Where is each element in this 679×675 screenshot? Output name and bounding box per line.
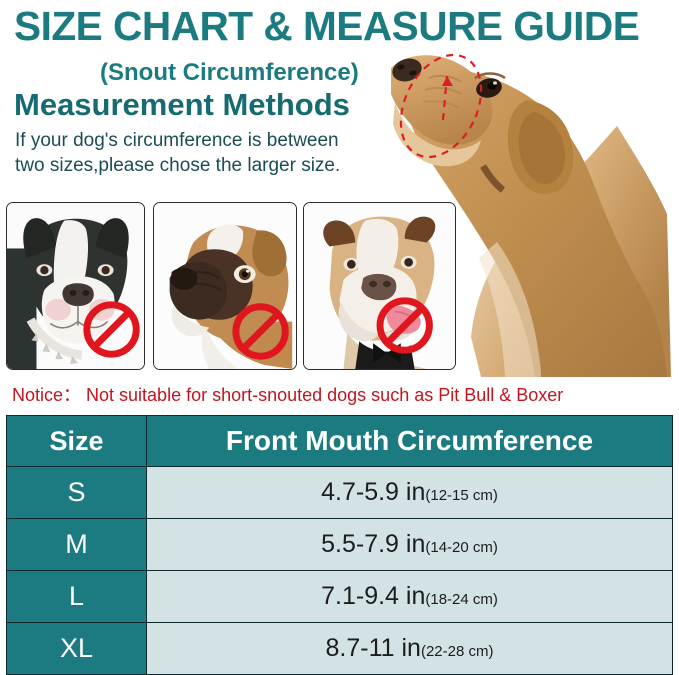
measure-cm: (12-15 cm) (425, 487, 498, 504)
measure-inches: 7.1-9.4 in (321, 582, 426, 610)
measure-inches: 8.7-11 in (325, 634, 421, 662)
unsuitable-breed-photo-2 (153, 202, 297, 370)
table-row: XL 8.7-11 in(22-28 cm) (6, 622, 673, 675)
cell-size: XL (6, 622, 147, 675)
measurement-methods-heading: Measurement Methods (14, 87, 350, 122)
description-line-1: If your dog's circumference is between (15, 130, 339, 151)
prohibited-sign-icon (376, 297, 433, 354)
hero-dog-photo (385, 42, 675, 377)
cell-size: M (6, 518, 147, 571)
cell-size: S (6, 466, 147, 519)
table-row: L 7.1-9.4 in(18-24 cm) (6, 570, 673, 623)
cell-measure: 8.7-11 in(22-28 cm) (146, 622, 673, 675)
measure-cm: (18-24 cm) (425, 591, 498, 608)
page-title: SIZE CHART & MEASURE GUIDE (14, 3, 640, 49)
description-line-2: two sizes,please chose the larger size. (15, 155, 341, 176)
cell-measure: 7.1-9.4 in(18-24 cm) (146, 570, 673, 623)
cell-measure: 5.5-7.9 in(14-20 cm) (146, 518, 673, 571)
measure-cm: (22-28 cm) (420, 643, 494, 660)
cell-measure: 4.7-5.9 in(12-15 cm) (146, 466, 673, 519)
notice-text: Notice： Not suitable for short-snouted d… (12, 385, 564, 405)
measure-cm: (14-20 cm) (425, 539, 498, 556)
measure-inches: 4.7-5.9 in (321, 478, 426, 506)
unsuitable-breed-photo-3 (303, 202, 456, 370)
prohibited-sign-icon (83, 301, 140, 358)
table-row: S 4.7-5.9 in(12-15 cm) (6, 466, 673, 519)
header-circumference: Front Mouth Circumference (146, 415, 673, 467)
table-header-row: Size Front Mouth Circumference (6, 415, 673, 467)
table-row: M 5.5-7.9 in(14-20 cm) (6, 518, 673, 571)
measurement-description: If your dog's circumference is between t… (15, 128, 395, 178)
measure-inches: 5.5-7.9 in (321, 530, 426, 558)
subtitle-snout-circumference: (Snout Circumference) (100, 59, 359, 86)
size-table: Size Front Mouth Circumference S 4.7-5.9… (6, 415, 673, 675)
hero-dog-illustration (385, 42, 675, 377)
header-size: Size (6, 415, 147, 467)
unsuitable-breed-photo-1 (6, 202, 145, 370)
cell-size: L (6, 570, 147, 623)
pitbull-illustration (7, 203, 144, 369)
boxer-illustration (154, 203, 296, 369)
bulldog-illustration (304, 203, 455, 369)
prohibited-sign-icon (232, 303, 289, 360)
